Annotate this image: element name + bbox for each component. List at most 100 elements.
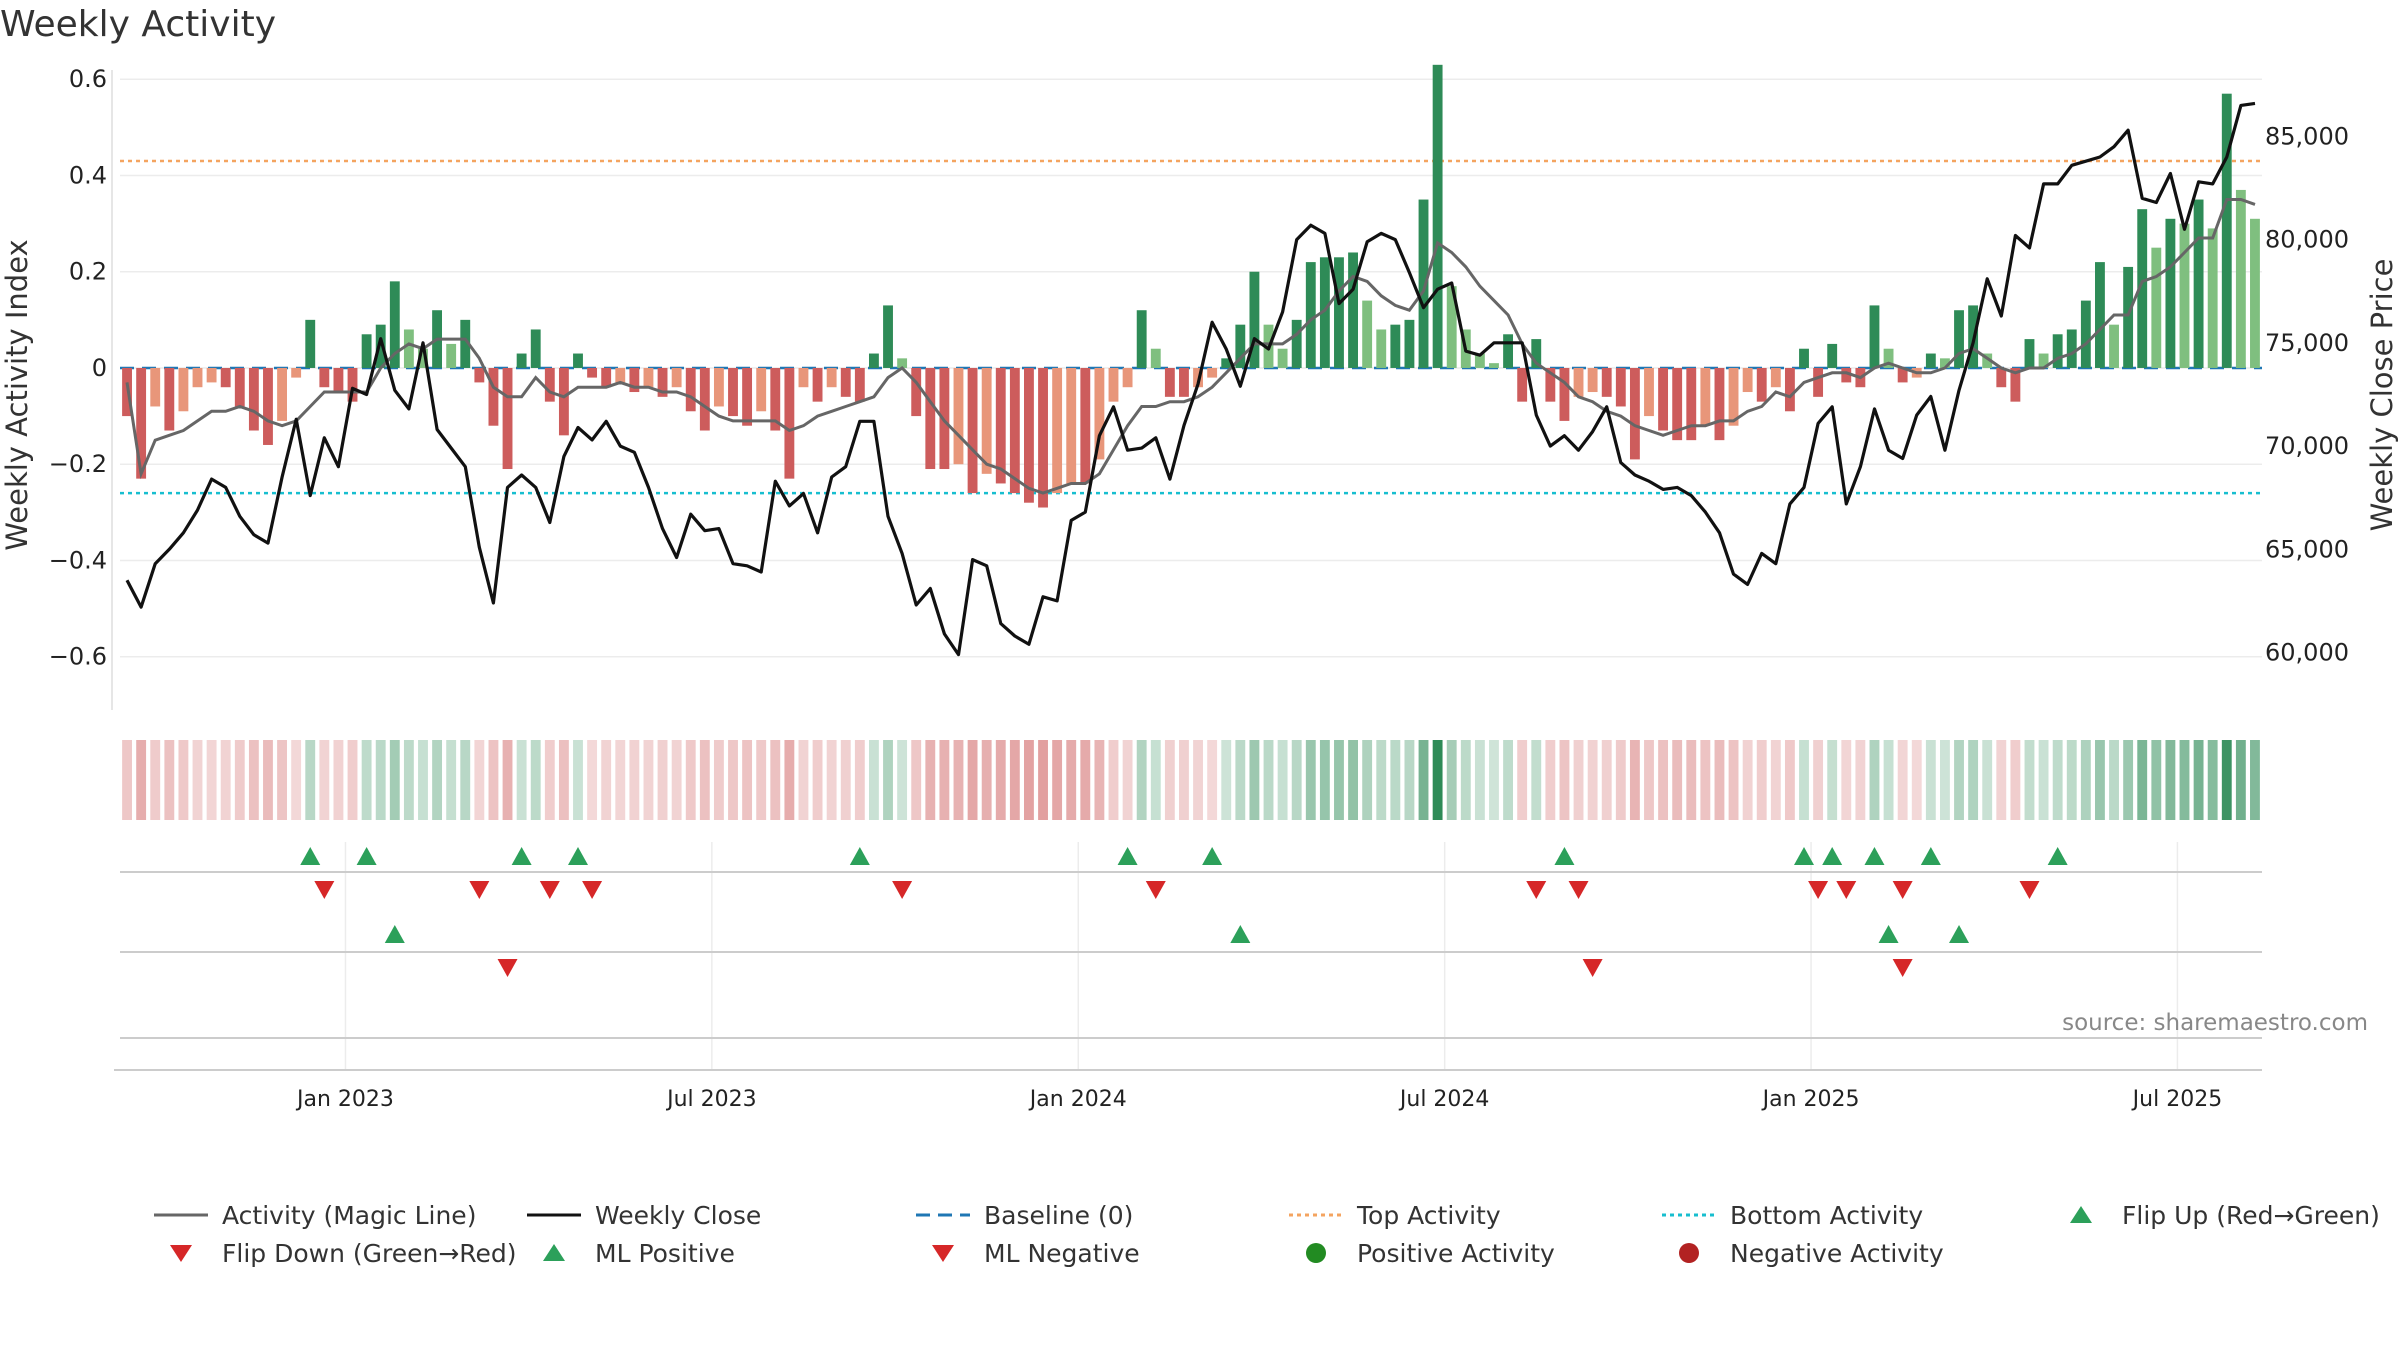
activity-bar bbox=[1573, 367, 1584, 397]
activity-bar bbox=[1150, 348, 1161, 368]
activity-bar bbox=[1883, 348, 1894, 368]
legend-label: Flip Down (Green→Red) bbox=[222, 1238, 517, 1268]
activity-bar bbox=[1559, 367, 1570, 421]
activity-bar bbox=[2250, 218, 2260, 368]
strip-cell bbox=[347, 740, 358, 820]
strip-cell bbox=[502, 740, 513, 820]
ml-negative-marker bbox=[497, 959, 518, 977]
strip-cell bbox=[474, 740, 485, 820]
activity-bar bbox=[1404, 319, 1415, 368]
activity-bar bbox=[1700, 367, 1711, 426]
weekly-close-line bbox=[125, 101, 2256, 657]
strip-cell bbox=[826, 740, 837, 820]
strip-cell bbox=[2137, 740, 2148, 820]
tri-down-red-icon bbox=[932, 1245, 954, 1262]
activity-bar bbox=[333, 367, 344, 393]
flip-markers bbox=[114, 847, 2262, 1071]
activity-bar bbox=[248, 367, 259, 431]
flip-up-marker bbox=[567, 847, 588, 865]
strip-cell bbox=[1136, 740, 1147, 820]
flip-down-marker bbox=[1892, 881, 1913, 899]
activity-bar bbox=[488, 367, 499, 426]
activity-bar bbox=[403, 329, 414, 368]
y-axis-label-left: Weekly Activity Index bbox=[0, 239, 34, 550]
activity-bar bbox=[1615, 367, 1626, 407]
strip-cell bbox=[2109, 740, 2119, 820]
activity-bar bbox=[1390, 324, 1401, 368]
strip-cell bbox=[1784, 740, 1795, 820]
flip-down-marker bbox=[314, 881, 335, 899]
activity-bar bbox=[502, 367, 513, 470]
strip-cell bbox=[277, 740, 287, 820]
legend-label: ML Positive bbox=[595, 1238, 735, 1268]
strip-cell bbox=[544, 740, 555, 820]
strip-cell bbox=[263, 740, 273, 820]
flip-down-marker bbox=[2019, 881, 2040, 899]
activity-bar bbox=[995, 367, 1006, 484]
strip-cell bbox=[2123, 740, 2134, 820]
y-tick-right: 85,000 bbox=[2265, 122, 2349, 150]
y-tick-left: −0.2 bbox=[49, 450, 107, 478]
strip-cell bbox=[770, 740, 781, 820]
activity-bar bbox=[234, 367, 245, 407]
activity-bar bbox=[2109, 324, 2119, 368]
activity-bar bbox=[1770, 367, 1781, 388]
strip-cell bbox=[2024, 740, 2035, 820]
activity-bar bbox=[1672, 367, 1683, 441]
strip-cell bbox=[953, 740, 964, 820]
activity-bar bbox=[150, 367, 161, 407]
tri-down-red-icon bbox=[170, 1245, 192, 1262]
activity-bar bbox=[685, 367, 696, 412]
activity-bar bbox=[1207, 367, 1218, 378]
strip-cell bbox=[1277, 740, 1288, 820]
activity-bar bbox=[615, 367, 626, 383]
activity-bar bbox=[2137, 209, 2148, 368]
circle-green-icon bbox=[1306, 1243, 1326, 1263]
legend-label: Flip Up (Red→Green) bbox=[2122, 1200, 2380, 1230]
strip-cell bbox=[530, 740, 541, 820]
strip-cell bbox=[389, 740, 400, 820]
activity-bar bbox=[573, 353, 583, 368]
strip-cell bbox=[883, 740, 893, 820]
strip-cell bbox=[573, 740, 583, 820]
strip-cell bbox=[1954, 740, 1964, 820]
activity-bar bbox=[868, 353, 879, 368]
activity-bar bbox=[446, 343, 457, 368]
strip-cell bbox=[1799, 740, 1809, 820]
strip-cell bbox=[643, 740, 654, 820]
strip-cell bbox=[1024, 740, 1034, 820]
strip-cell bbox=[2250, 740, 2260, 820]
activity-bar bbox=[1291, 319, 1302, 368]
activity-bar bbox=[1348, 252, 1358, 368]
activity-bar bbox=[305, 319, 316, 368]
legend-top-activity: Top Activity bbox=[1285, 1196, 1501, 1234]
strip-cell bbox=[1235, 740, 1246, 820]
strip-cell bbox=[432, 740, 443, 820]
flip-down-marker bbox=[892, 881, 913, 899]
activity-bar bbox=[1362, 300, 1373, 368]
strip-cell bbox=[136, 740, 147, 820]
strip-cell bbox=[1939, 740, 1950, 820]
activity-bar bbox=[206, 367, 217, 383]
activity-bar bbox=[1869, 305, 1880, 368]
activity-bar bbox=[2052, 334, 2063, 368]
y-axis-label-right: Weekly Close Price bbox=[2365, 259, 2399, 532]
activity-bar bbox=[1122, 367, 1133, 388]
activity-bar bbox=[1827, 343, 1838, 368]
activity-bar bbox=[1897, 367, 1908, 383]
strip-cell bbox=[192, 740, 203, 820]
activity-bar bbox=[1489, 363, 1499, 368]
legend-weekly-close: Weekly Close bbox=[523, 1196, 761, 1234]
ml-negative-marker bbox=[1892, 959, 1913, 977]
strip-cell bbox=[234, 740, 245, 820]
strip-cell bbox=[784, 740, 795, 820]
strip-cell bbox=[2080, 740, 2091, 820]
strip-cell bbox=[333, 740, 344, 820]
x-tick-label: Jul 2023 bbox=[665, 1087, 757, 1112]
strip-cell bbox=[446, 740, 457, 820]
series-lines bbox=[125, 101, 2256, 657]
strip-cell bbox=[1038, 740, 1048, 820]
activity-bar bbox=[516, 353, 527, 368]
activity-bar bbox=[1094, 367, 1105, 460]
